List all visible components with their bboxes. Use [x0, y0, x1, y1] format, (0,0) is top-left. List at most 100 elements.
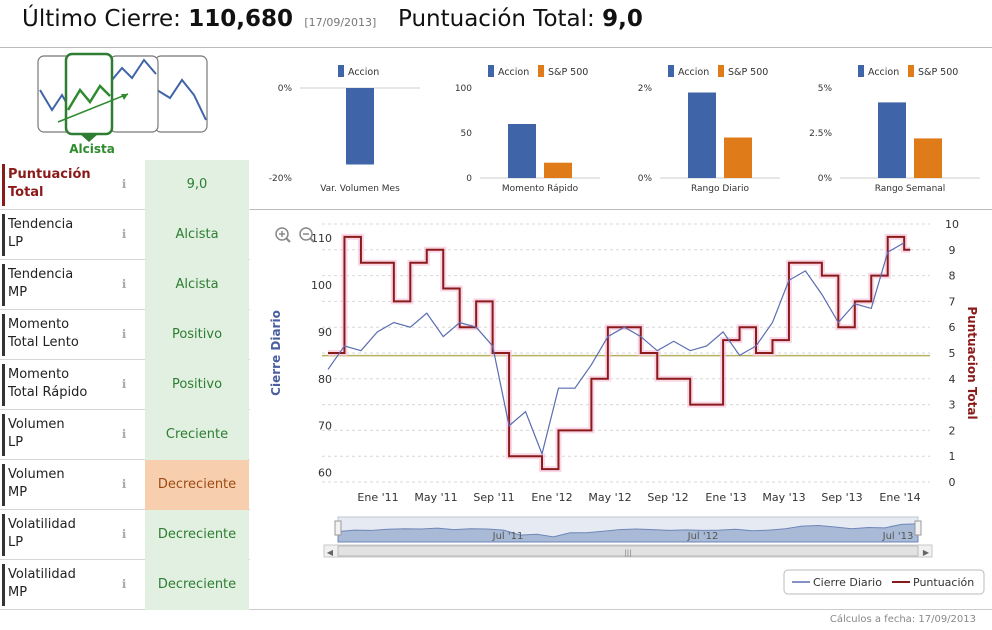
scrollbar-thumb[interactable] — [337, 545, 919, 557]
main-chart-svg: 0 1 2 3 4 5 6 7 8 9 10 60 70 80 90 100 110 Cierre Diario P… — [269, 218, 985, 595]
row-marker — [2, 364, 5, 406]
scroll-left-icon: ◀ — [327, 548, 334, 557]
navigator-series — [337, 523, 919, 543]
navigator-tick-label: Jul '13 — [882, 531, 914, 542]
zoom-out-handle — [309, 237, 315, 243]
bar-sp500 — [724, 137, 752, 178]
x-tick-label: May '11 — [414, 491, 457, 504]
legend-label: S&P 500 — [548, 67, 588, 78]
legend-swatch — [668, 65, 674, 77]
legend-box — [783, 569, 985, 595]
row-label: Volumen LP — [8, 417, 65, 450]
info-icon[interactable]: ℹ — [121, 277, 127, 291]
x-axis-label: Rango Semanal — [875, 184, 946, 194]
row-momentum-fast: Momento Total Rápido ℹ Positivo — [0, 360, 250, 410]
navigator[interactable] — [334, 516, 922, 543]
info-icon[interactable]: ℹ — [121, 377, 127, 391]
row-value: Positivo — [145, 310, 249, 360]
y-tick-label: 0% — [818, 174, 833, 184]
info-icon[interactable]: ℹ — [121, 427, 127, 441]
scroll-right-icon: ▶ — [923, 548, 930, 557]
zoom-in-handle — [285, 237, 291, 243]
row-marker — [2, 414, 5, 456]
last-close-label: Último Cierre: — [22, 6, 181, 32]
last-close-value: 110,680 — [188, 6, 294, 32]
row-volatility-lp: Volatilidad LP ℹ Decreciente — [0, 510, 250, 560]
y-left-tick-label: 90 — [318, 326, 332, 339]
zoom-out-icon[interactable] — [299, 227, 315, 243]
row-marker — [2, 214, 5, 256]
trend-icons — [37, 52, 208, 142]
row-label: Volumen MP — [8, 467, 65, 500]
last-close-date: [17/09/2013] — [304, 16, 377, 29]
trend-card-selected-icon[interactable] — [57, 52, 129, 142]
row-label: Momento Total Rápido — [8, 367, 88, 400]
y-right-tick-label: 8 — [949, 270, 956, 283]
row-marker — [2, 164, 5, 206]
x-axis-label: Momento Rápido — [502, 184, 579, 194]
y-left-tick-label: 100 — [311, 279, 332, 292]
y-tick-label: 2.5% — [809, 129, 832, 139]
row-momentum-slow: Momento Total Lento ℹ Positivo — [0, 310, 250, 360]
bar-sp500 — [544, 162, 572, 178]
y-right-axis-title: Puntuacion Total — [965, 306, 979, 419]
info-icon[interactable]: ℹ — [121, 577, 127, 591]
main-chart: 0 1 2 3 4 5 6 7 8 9 10 60 70 80 90 100 110 Cierre Diario P… — [250, 212, 992, 610]
indicator-rows: Puntuación Total ℹ 9,0 Tendencia LP ℹ Alci… — [0, 160, 250, 610]
mini-chart-volume: Accion 0% -20% Var. Volumen Mes — [250, 50, 430, 210]
zoom-in-icon[interactable] — [275, 227, 291, 243]
row-value: Decreciente — [145, 560, 249, 610]
navigator-scrollbar[interactable] — [323, 544, 933, 558]
y-tick-label: 0% — [638, 174, 653, 184]
chart-legend: Cierre Diario Puntuación — [783, 569, 985, 595]
row-value: Creciente — [145, 410, 249, 460]
navigator-tick-label: Jul '11 — [492, 531, 524, 542]
trend-card-up-icon[interactable] — [154, 55, 208, 133]
row-marker — [2, 314, 5, 356]
legend-swatch — [338, 65, 344, 77]
row-marker — [2, 564, 5, 606]
x-tick-label: Sep '12 — [647, 491, 688, 504]
trend-label: Alcista — [69, 142, 115, 156]
y-tick-label: 0 — [466, 174, 472, 184]
info-icon[interactable]: ℹ — [121, 227, 127, 241]
info-icon[interactable]: ℹ — [121, 477, 127, 491]
x-tick-label: Sep '11 — [473, 491, 514, 504]
bar-sp500 — [914, 138, 942, 178]
row-label: Puntuación Total — [8, 167, 91, 200]
footer: Cálculos a fecha: 17/09/2013 — [0, 612, 992, 630]
trend-selector: Alcista — [0, 50, 250, 160]
navigator-tick-label: Jul '12 — [687, 531, 719, 542]
row-trend-mp: Tendencia MP ℹ Alcista — [0, 260, 250, 310]
row-label: Tendencia MP — [8, 267, 74, 300]
mini-chart-momentum: Accion S&P 500 100 50 0 Momento Rápido — [430, 50, 610, 210]
info-icon[interactable]: ℹ — [121, 527, 127, 541]
row-value: 9,0 — [145, 160, 249, 210]
row-value: Alcista — [145, 210, 249, 260]
legend-score-label: Puntuación — [913, 576, 974, 589]
row-total-score: Puntuación Total ℹ 9,0 — [0, 160, 250, 210]
row-volatility-mp: Volatilidad MP ℹ Decreciente — [0, 560, 250, 610]
zoom-out-circle — [299, 227, 313, 241]
y-right-tick-label: 5 — [949, 347, 956, 360]
x-tick-label: Ene '11 — [357, 491, 398, 504]
legend-label: Accion — [868, 67, 899, 78]
y-right-tick-label: 7 — [949, 295, 956, 308]
y-tick-label: 2% — [638, 84, 653, 94]
y-right-tick-label: 1 — [949, 450, 956, 463]
total-score: Puntuación Total: 9,0 — [398, 6, 643, 32]
y-right-tick-label: 3 — [949, 399, 956, 412]
legend-label: S&P 500 — [918, 67, 958, 78]
row-value: Positivo — [145, 360, 249, 410]
navigator-handle-left[interactable] — [334, 520, 342, 536]
x-axis-label: Rango Diario — [691, 184, 750, 194]
x-tick-label: May '12 — [588, 491, 631, 504]
info-icon[interactable]: ℹ — [121, 177, 127, 191]
trend-card-mid-icon[interactable] — [109, 55, 159, 133]
x-tick-label: May '13 — [762, 491, 805, 504]
bar-accion — [688, 92, 716, 178]
y-left-axis-title: Cierre Diario — [269, 310, 283, 396]
info-icon[interactable]: ℹ — [121, 327, 127, 341]
legend-swatch — [538, 65, 544, 77]
navigator-handle-right[interactable] — [914, 520, 922, 536]
